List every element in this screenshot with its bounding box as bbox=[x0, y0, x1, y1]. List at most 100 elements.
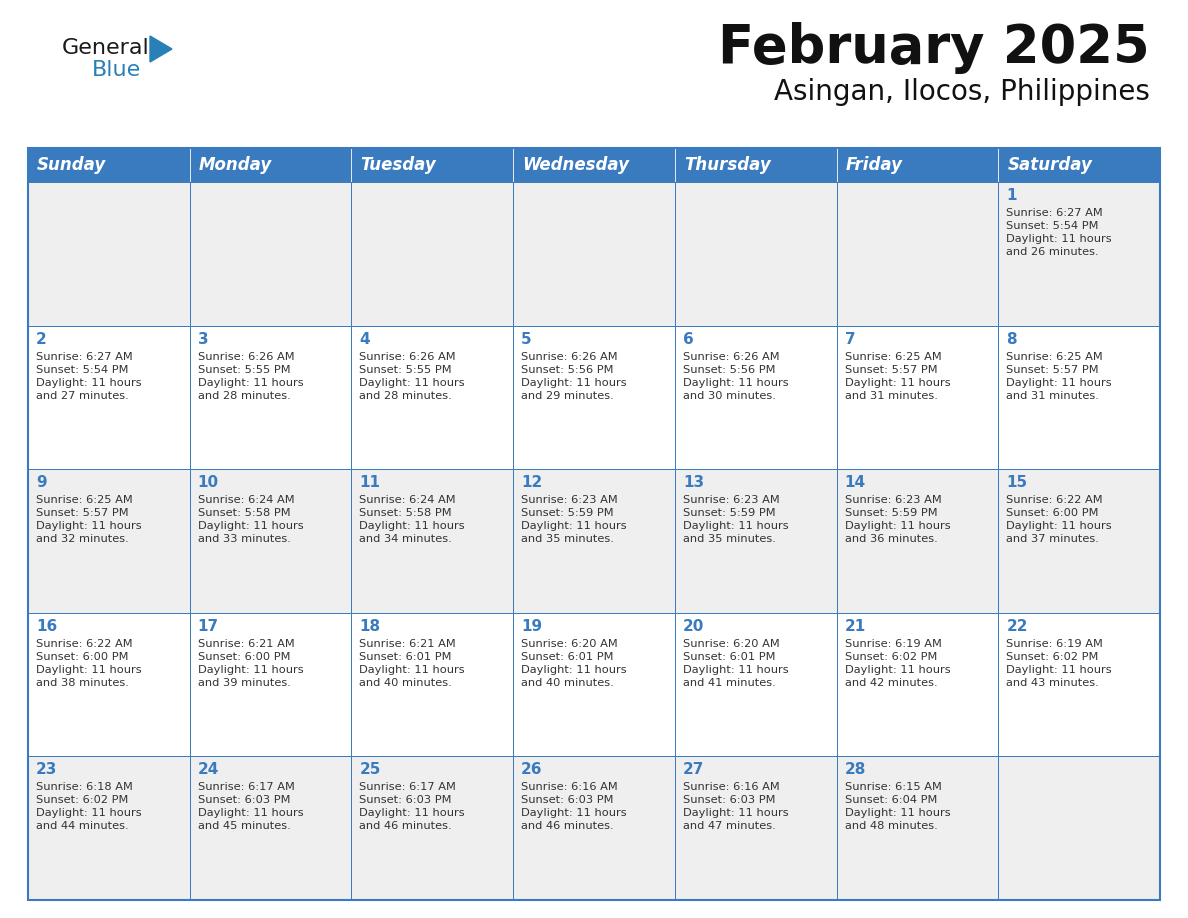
Text: 27: 27 bbox=[683, 763, 704, 778]
Text: 13: 13 bbox=[683, 476, 704, 490]
Text: Sunset: 6:02 PM: Sunset: 6:02 PM bbox=[36, 795, 128, 805]
Text: and 31 minutes.: and 31 minutes. bbox=[1006, 390, 1099, 400]
Text: Sunrise: 6:23 AM: Sunrise: 6:23 AM bbox=[522, 495, 618, 505]
Text: Daylight: 11 hours: Daylight: 11 hours bbox=[845, 377, 950, 387]
Text: Sunset: 6:01 PM: Sunset: 6:01 PM bbox=[522, 652, 614, 662]
Text: Wednesday: Wednesday bbox=[523, 156, 630, 174]
Bar bbox=[29, 182, 190, 326]
Text: and 38 minutes.: and 38 minutes. bbox=[36, 677, 128, 688]
Text: and 32 minutes.: and 32 minutes. bbox=[36, 534, 128, 544]
Text: and 39 minutes.: and 39 minutes. bbox=[197, 677, 291, 688]
Bar bbox=[29, 613, 190, 756]
Text: and 35 minutes.: and 35 minutes. bbox=[522, 534, 614, 544]
Text: 10: 10 bbox=[197, 476, 219, 490]
Bar bbox=[513, 469, 675, 613]
Text: Sunrise: 6:20 AM: Sunrise: 6:20 AM bbox=[522, 639, 618, 649]
Text: 12: 12 bbox=[522, 476, 543, 490]
Text: Sunset: 6:00 PM: Sunset: 6:00 PM bbox=[197, 652, 290, 662]
Text: and 46 minutes.: and 46 minutes. bbox=[360, 822, 453, 832]
Text: Daylight: 11 hours: Daylight: 11 hours bbox=[522, 377, 627, 387]
Bar bbox=[998, 469, 1159, 613]
Text: Sunset: 6:01 PM: Sunset: 6:01 PM bbox=[683, 652, 776, 662]
Text: 2: 2 bbox=[36, 331, 46, 347]
Text: and 48 minutes.: and 48 minutes. bbox=[845, 822, 937, 832]
Text: Friday: Friday bbox=[846, 156, 903, 174]
Text: Sunrise: 6:20 AM: Sunrise: 6:20 AM bbox=[683, 639, 779, 649]
Text: Daylight: 11 hours: Daylight: 11 hours bbox=[197, 377, 303, 387]
Bar bbox=[190, 613, 352, 756]
Bar bbox=[513, 182, 675, 326]
Text: Daylight: 11 hours: Daylight: 11 hours bbox=[1006, 234, 1112, 244]
Bar bbox=[675, 326, 836, 469]
Text: 6: 6 bbox=[683, 331, 694, 347]
Text: 9: 9 bbox=[36, 476, 46, 490]
Text: Daylight: 11 hours: Daylight: 11 hours bbox=[1006, 377, 1112, 387]
Bar bbox=[836, 182, 998, 326]
Text: and 37 minutes.: and 37 minutes. bbox=[1006, 534, 1099, 544]
Text: Sunset: 5:54 PM: Sunset: 5:54 PM bbox=[1006, 221, 1099, 231]
Bar bbox=[836, 469, 998, 613]
Text: Daylight: 11 hours: Daylight: 11 hours bbox=[36, 809, 141, 819]
Text: and 40 minutes.: and 40 minutes. bbox=[360, 677, 453, 688]
Bar bbox=[190, 148, 352, 182]
Bar bbox=[998, 148, 1159, 182]
Bar bbox=[675, 613, 836, 756]
Text: 15: 15 bbox=[1006, 476, 1028, 490]
Bar bbox=[998, 326, 1159, 469]
Text: Daylight: 11 hours: Daylight: 11 hours bbox=[360, 809, 465, 819]
Text: and 34 minutes.: and 34 minutes. bbox=[360, 534, 453, 544]
Text: and 28 minutes.: and 28 minutes. bbox=[360, 390, 453, 400]
Bar bbox=[352, 148, 513, 182]
Bar bbox=[29, 148, 190, 182]
Text: 24: 24 bbox=[197, 763, 219, 778]
Text: and 29 minutes.: and 29 minutes. bbox=[522, 390, 614, 400]
Text: Sunset: 5:55 PM: Sunset: 5:55 PM bbox=[360, 364, 453, 375]
Text: 3: 3 bbox=[197, 331, 208, 347]
Text: Sunrise: 6:26 AM: Sunrise: 6:26 AM bbox=[683, 352, 779, 362]
Text: Saturday: Saturday bbox=[1007, 156, 1092, 174]
Text: Sunset: 6:02 PM: Sunset: 6:02 PM bbox=[1006, 652, 1099, 662]
Text: Sunday: Sunday bbox=[37, 156, 106, 174]
Bar bbox=[190, 469, 352, 613]
Text: and 43 minutes.: and 43 minutes. bbox=[1006, 677, 1099, 688]
Text: Sunrise: 6:24 AM: Sunrise: 6:24 AM bbox=[197, 495, 295, 505]
Bar bbox=[675, 148, 836, 182]
Text: Sunrise: 6:15 AM: Sunrise: 6:15 AM bbox=[845, 782, 941, 792]
Text: 16: 16 bbox=[36, 619, 57, 633]
Text: Sunrise: 6:25 AM: Sunrise: 6:25 AM bbox=[845, 352, 941, 362]
Text: and 42 minutes.: and 42 minutes. bbox=[845, 677, 937, 688]
Text: Sunrise: 6:21 AM: Sunrise: 6:21 AM bbox=[360, 639, 456, 649]
Bar bbox=[836, 148, 998, 182]
Text: Sunrise: 6:24 AM: Sunrise: 6:24 AM bbox=[360, 495, 456, 505]
Text: Daylight: 11 hours: Daylight: 11 hours bbox=[522, 665, 627, 675]
Text: 22: 22 bbox=[1006, 619, 1028, 633]
Text: Monday: Monday bbox=[198, 156, 272, 174]
Text: 7: 7 bbox=[845, 331, 855, 347]
Text: and 33 minutes.: and 33 minutes. bbox=[197, 534, 291, 544]
Text: Sunset: 6:01 PM: Sunset: 6:01 PM bbox=[360, 652, 451, 662]
Text: Sunrise: 6:26 AM: Sunrise: 6:26 AM bbox=[197, 352, 295, 362]
Bar bbox=[29, 469, 190, 613]
Bar bbox=[836, 756, 998, 900]
Text: General: General bbox=[62, 38, 150, 58]
Text: Tuesday: Tuesday bbox=[360, 156, 436, 174]
Bar bbox=[675, 756, 836, 900]
Text: Sunset: 6:00 PM: Sunset: 6:00 PM bbox=[1006, 509, 1099, 518]
Text: Sunset: 5:55 PM: Sunset: 5:55 PM bbox=[197, 364, 290, 375]
Bar bbox=[29, 756, 190, 900]
Text: Sunset: 6:02 PM: Sunset: 6:02 PM bbox=[845, 652, 937, 662]
Bar bbox=[836, 613, 998, 756]
Text: Daylight: 11 hours: Daylight: 11 hours bbox=[845, 665, 950, 675]
Text: Daylight: 11 hours: Daylight: 11 hours bbox=[1006, 665, 1112, 675]
Text: and 27 minutes.: and 27 minutes. bbox=[36, 390, 128, 400]
Text: and 28 minutes.: and 28 minutes. bbox=[197, 390, 290, 400]
Text: Sunrise: 6:19 AM: Sunrise: 6:19 AM bbox=[845, 639, 941, 649]
Text: Daylight: 11 hours: Daylight: 11 hours bbox=[683, 665, 789, 675]
Text: Sunrise: 6:27 AM: Sunrise: 6:27 AM bbox=[36, 352, 133, 362]
Text: Daylight: 11 hours: Daylight: 11 hours bbox=[36, 377, 141, 387]
Bar bbox=[998, 613, 1159, 756]
Text: 17: 17 bbox=[197, 619, 219, 633]
Text: 18: 18 bbox=[360, 619, 380, 633]
Text: Sunrise: 6:19 AM: Sunrise: 6:19 AM bbox=[1006, 639, 1104, 649]
Bar bbox=[190, 756, 352, 900]
